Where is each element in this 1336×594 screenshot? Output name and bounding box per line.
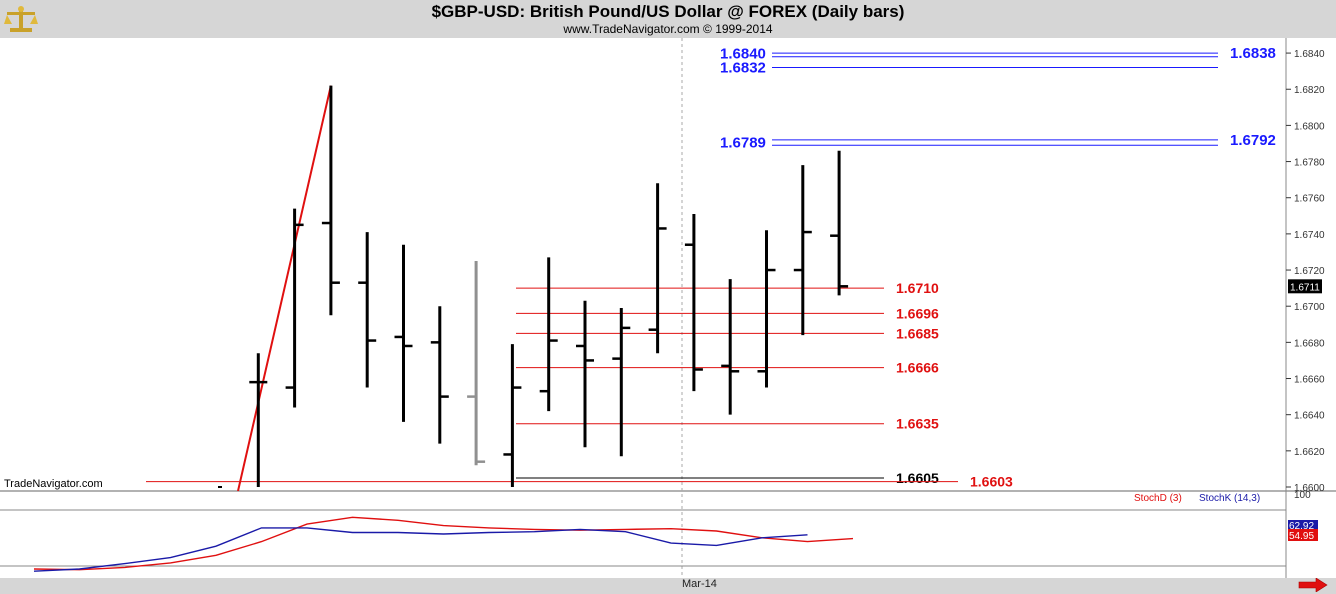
- stoch-y-tick: 100: [1294, 490, 1311, 501]
- support-label: 1.6710: [896, 280, 939, 296]
- stoch-d-value-tag: [1288, 529, 1318, 541]
- stoch-k-line: [33, 527, 808, 572]
- trendline: [237, 85, 332, 492]
- last-price-value: 1.6711: [1290, 282, 1320, 293]
- watermark: TradeNavigator.com: [4, 478, 103, 490]
- resistance-label-left: 1.6840: [720, 46, 766, 63]
- gold-scale-logo-icon: [4, 6, 38, 32]
- red-right-arrow-icon[interactable]: [1298, 578, 1328, 592]
- resistance-label-right: 1.6792: [1230, 132, 1276, 149]
- chart-subtitle: www.TradeNavigator.com © 1999-2014: [563, 22, 773, 36]
- y-tick-label: 1.6820: [1294, 85, 1325, 96]
- support-label: 1.6666: [896, 360, 939, 376]
- y-tick-label: 1.6780: [1294, 158, 1325, 169]
- stoch-legend-d: StochD (3): [1134, 493, 1182, 504]
- y-tick-label: 1.6600: [1294, 483, 1325, 494]
- chart-title: $GBP-USD: British Pound/US Dollar @ FORE…: [431, 2, 905, 21]
- y-tick-label: 1.6700: [1294, 302, 1325, 313]
- y-tick-label: 1.6720: [1294, 266, 1325, 277]
- support-label: 1.6696: [896, 305, 939, 321]
- price-panel-bg: [0, 38, 1286, 490]
- price-axis: [1286, 38, 1336, 578]
- y-tick-label: 1.6620: [1294, 447, 1325, 458]
- resistance-label-left: 1.6832: [720, 60, 766, 77]
- stochastic-panel-bg: [0, 490, 1286, 578]
- support-label: 1.6635: [896, 416, 939, 432]
- chart-header: $GBP-USD: British Pound/US Dollar @ FORE…: [0, 0, 1336, 38]
- y-tick-label: 1.6800: [1294, 121, 1325, 132]
- resistance-label-left: 1.6789: [720, 134, 766, 151]
- stoch-k-value-tag: [1288, 520, 1318, 530]
- y-tick-label: 1.6740: [1294, 230, 1325, 241]
- support-label: 1.6603: [970, 474, 1013, 490]
- stoch-d-line: [33, 516, 854, 571]
- y-tick-label: 1.6680: [1294, 338, 1325, 349]
- stoch-d-value: 54.95: [1289, 531, 1314, 542]
- support-label: 1.6685: [896, 325, 939, 341]
- date-axis-strip: [0, 578, 1336, 594]
- resistance-label-right: 1.6838: [1230, 45, 1276, 62]
- y-tick-label: 1.6640: [1294, 411, 1325, 422]
- date-axis-label: Mar-14: [682, 578, 717, 590]
- stoch-legend-k: StochK (14,3): [1199, 493, 1260, 504]
- y-tick-label: 1.6660: [1294, 375, 1325, 386]
- y-tick-label: 1.6760: [1294, 194, 1325, 205]
- stoch-k-value: 62.92: [1289, 521, 1314, 532]
- last-price-tag: [1288, 279, 1322, 294]
- support-label: 1.6605: [896, 470, 939, 486]
- y-tick-label: 1.6840: [1294, 49, 1325, 60]
